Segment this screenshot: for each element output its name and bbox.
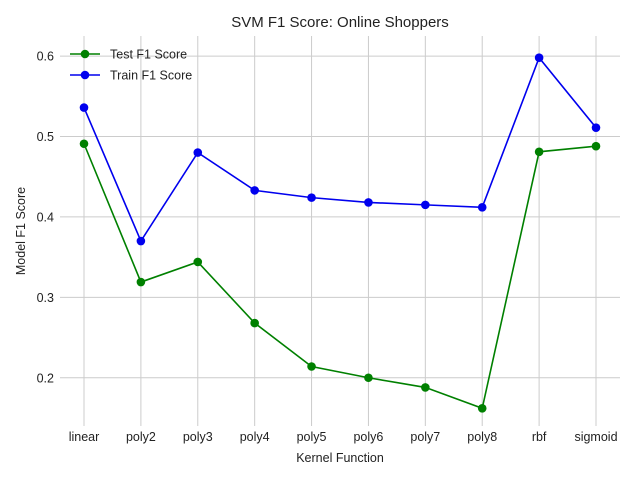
data-point — [79, 139, 89, 149]
data-point — [136, 236, 146, 246]
legend: Test F1 Score Train F1 Score — [70, 48, 192, 83]
data-point — [250, 318, 259, 328]
data-point — [364, 198, 373, 207]
data-point — [193, 257, 203, 267]
data-point — [421, 200, 430, 210]
x-axis-ticks: linear poly2 poly3 poly4 poly5 poly6 poly7 poly… — [69, 430, 618, 444]
data-point — [307, 193, 316, 202]
y-tick-label: 0.3 — [37, 291, 54, 305]
x-tick-label: poly5 — [297, 430, 327, 444]
data-point — [250, 186, 259, 195]
series-line — [83, 143, 597, 410]
legend-marker — [80, 70, 90, 80]
data-point — [307, 362, 316, 371]
data-point — [591, 123, 601, 132]
legend-label: Train F1 Score — [110, 69, 192, 83]
x-tick-label: poly3 — [183, 430, 213, 444]
data-series — [79, 53, 601, 413]
y-tick-label: 0.6 — [37, 50, 54, 64]
data-point — [477, 404, 487, 413]
x-tick-label: sigmoid — [574, 430, 617, 444]
x-tick-label: poly6 — [353, 430, 383, 444]
legend-item: Test F1 Score — [70, 48, 187, 62]
grid-lines — [60, 36, 620, 426]
series-0 — [79, 139, 601, 413]
data-point — [79, 103, 89, 112]
data-point — [421, 383, 430, 392]
y-tick-label: 0.4 — [37, 210, 54, 224]
x-tick-label: poly2 — [126, 430, 156, 444]
data-point — [136, 277, 146, 287]
data-point — [534, 53, 544, 63]
x-tick-label: linear — [69, 430, 100, 444]
x-tick-label: rbf — [532, 430, 547, 444]
x-tick-label: poly8 — [467, 430, 497, 444]
x-tick-label: poly4 — [240, 430, 270, 444]
series-1 — [79, 53, 601, 246]
y-axis-label: Model F1 Score — [14, 187, 28, 275]
data-point — [477, 202, 487, 212]
y-tick-label: 0.5 — [37, 130, 54, 144]
legend-label: Test F1 Score — [110, 48, 187, 62]
x-axis-label: Kernel Function — [296, 451, 384, 465]
series-line — [83, 56, 597, 243]
legend-item: Train F1 Score — [70, 69, 192, 83]
legend-marker — [80, 49, 90, 59]
data-point — [591, 141, 601, 151]
data-point — [364, 373, 373, 383]
y-axis-ticks: 0.2 0.3 0.4 0.5 0.6 — [37, 50, 54, 386]
data-point — [534, 147, 544, 157]
chart-title: SVM F1 Score: Online Shoppers — [231, 14, 449, 31]
data-point — [193, 148, 203, 157]
y-tick-label: 0.2 — [37, 371, 54, 385]
x-tick-label: poly7 — [410, 430, 440, 444]
